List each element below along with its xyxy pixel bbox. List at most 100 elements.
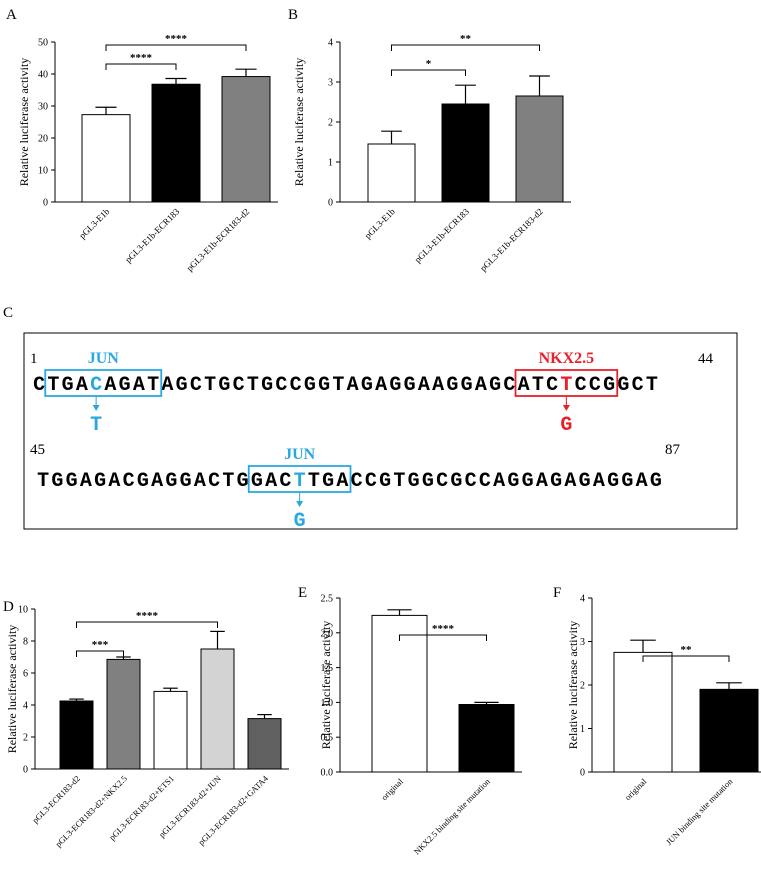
sequence-base: C	[208, 470, 220, 493]
sequence-base: C	[632, 374, 644, 397]
sequence-base: A	[375, 374, 387, 397]
bar	[699, 688, 759, 773]
y-tick-label: 0	[580, 768, 585, 779]
sequence-base: T	[47, 374, 59, 397]
sequence-base: C	[233, 374, 245, 397]
mutation-base: G	[294, 510, 306, 533]
y-tick-label: 2	[580, 681, 585, 692]
significance-bracket	[105, 63, 177, 70]
category-label: NKX2.5 binding site mutation	[412, 776, 493, 857]
chart-e: 0.0 0.5 1.0 1.5 2.0 2.5 Relative luciferase ac…	[319, 594, 522, 857]
sequence-base: C	[365, 470, 377, 493]
y-tick-label: 30	[38, 102, 48, 113]
sequence-base: G	[522, 470, 534, 493]
significance-label: ****	[165, 33, 188, 45]
sequence-base: A	[133, 374, 145, 397]
category-label: original	[379, 776, 405, 802]
sequence-base: C	[123, 470, 135, 493]
mutation-base: G	[560, 414, 572, 437]
y-tick-label: 2	[23, 733, 28, 744]
y-tick-label: 10	[38, 166, 48, 177]
sequence-base: G	[318, 374, 330, 397]
sequence-base: G	[94, 470, 106, 493]
sequence-base: G	[261, 374, 273, 397]
bar	[367, 143, 416, 203]
significance-label: ****	[130, 52, 153, 64]
y-tick-label: 0.5	[321, 733, 334, 744]
sequence-base: T	[532, 374, 544, 397]
sequence-base: A	[151, 470, 163, 493]
y-axis-label: Relative luciferase activity	[292, 58, 306, 187]
panel-label-e: E	[298, 585, 307, 601]
sequence-base: G	[607, 470, 619, 493]
sequence-base: G	[550, 470, 562, 493]
y-tick-label: 1.0	[321, 698, 334, 709]
bar	[59, 700, 94, 770]
bar	[247, 718, 282, 770]
category-label: pGL3-E1b-ECR183	[413, 206, 472, 265]
sequence-base: C	[351, 470, 363, 493]
significance-bracket	[399, 634, 487, 641]
significance-label: **	[681, 644, 693, 656]
sequence-base: C	[190, 374, 202, 397]
sequence-base: A	[636, 470, 648, 493]
bar	[441, 103, 490, 203]
y-tick-label: 20	[38, 134, 48, 145]
y-tick-label: 3	[328, 78, 333, 89]
sequence-base: A	[418, 374, 430, 397]
category-label: pGL3-E1b-ECR183-d2	[185, 206, 252, 273]
y-tick-label: 40	[38, 70, 48, 81]
sequence-base: T	[147, 374, 159, 397]
binding-site-name: NKX2.5	[539, 350, 595, 367]
sequence-base: G	[176, 374, 188, 397]
sequence-base: C	[33, 374, 45, 397]
panel-label-f: F	[553, 585, 561, 601]
sequence-base: C	[279, 470, 291, 493]
y-tick-label: 0	[328, 198, 333, 209]
sequence-base: A	[194, 470, 206, 493]
y-tick-label: 1	[328, 158, 333, 169]
binding-site-box	[44, 369, 163, 397]
sequence-base: A	[593, 470, 605, 493]
significance-label: ****	[136, 610, 159, 622]
panel-label-a: A	[6, 7, 17, 23]
sequence-base: C	[503, 374, 515, 397]
y-tick-label: 1.5	[321, 663, 334, 674]
sequence-base: G	[361, 374, 373, 397]
sequence-base: A	[536, 470, 548, 493]
sequence-base: G	[389, 374, 401, 397]
significance-bracket	[391, 69, 466, 76]
sequence-base: T	[308, 470, 320, 493]
sequence-base: A	[80, 470, 92, 493]
y-tick-label: 8	[23, 637, 28, 648]
category-label: JUN binding site mutation	[664, 776, 735, 847]
sequence-base: G	[650, 470, 662, 493]
significance-label: **	[460, 33, 472, 45]
sequence-base: C	[436, 470, 448, 493]
y-tick-label: 3	[580, 637, 585, 648]
y-tick-label: 4	[23, 701, 28, 712]
binding-site-name: JUN	[284, 446, 316, 463]
panel-label-c: C	[3, 305, 13, 321]
significance-bracket	[642, 655, 730, 662]
category-label: pGL3-E1b	[77, 206, 112, 241]
sequence-base: G	[621, 470, 633, 493]
sequence-base: G	[617, 374, 629, 397]
bar	[200, 648, 235, 770]
y-tick-label: 2.0	[321, 628, 334, 639]
sequence-base: A	[475, 374, 487, 397]
sequence-base: A	[76, 374, 88, 397]
significance-bracket	[76, 650, 124, 657]
y-tick-label: 6	[23, 669, 28, 680]
sequence-base: T	[294, 470, 306, 493]
sequence-base: T	[332, 374, 344, 397]
panel-label-d: D	[3, 599, 14, 615]
sequence-base: G	[304, 374, 316, 397]
sequence-base: G	[237, 470, 249, 493]
sequence-base: C	[589, 374, 601, 397]
mutation-arrow-head	[562, 405, 570, 411]
sequence-base: G	[66, 470, 78, 493]
bar	[106, 658, 141, 770]
